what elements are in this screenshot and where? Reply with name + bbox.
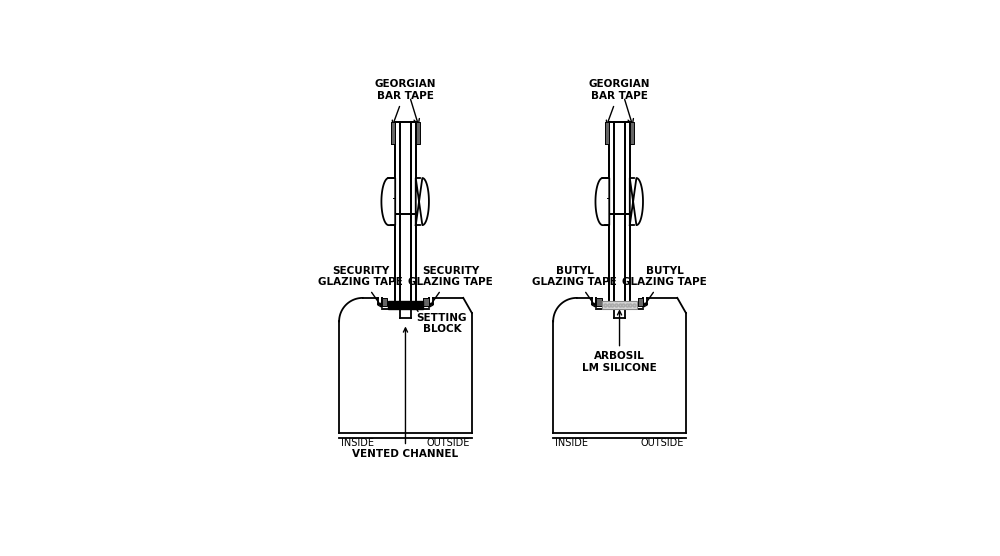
Polygon shape xyxy=(381,178,395,225)
Bar xyxy=(553,298,686,433)
Text: INSIDE: INSIDE xyxy=(341,439,374,449)
Bar xyxy=(391,122,395,144)
Text: SECURITY
GLAZING TAPE: SECURITY GLAZING TAPE xyxy=(408,266,493,307)
Bar xyxy=(602,301,637,309)
Polygon shape xyxy=(416,178,429,225)
Bar xyxy=(388,301,423,309)
Text: GEORGIAN
BAR TAPE: GEORGIAN BAR TAPE xyxy=(375,80,436,125)
Text: SETTING
BLOCK: SETTING BLOCK xyxy=(416,307,467,334)
Polygon shape xyxy=(630,178,643,225)
Bar xyxy=(382,298,387,306)
Text: INSIDE: INSIDE xyxy=(555,439,588,449)
Bar xyxy=(423,298,429,306)
Text: OUTSIDE: OUTSIDE xyxy=(426,439,470,449)
Bar xyxy=(609,122,630,300)
Text: VENTED CHANNEL: VENTED CHANNEL xyxy=(352,328,459,459)
Text: SECURITY
GLAZING TAPE: SECURITY GLAZING TAPE xyxy=(318,266,403,307)
Bar xyxy=(596,298,602,306)
Bar xyxy=(395,122,416,300)
Text: BUTYL
GLAZING TAPE: BUTYL GLAZING TAPE xyxy=(532,266,617,307)
Bar xyxy=(416,122,420,144)
Bar xyxy=(638,298,643,306)
Text: BUTYL
GLAZING TAPE: BUTYL GLAZING TAPE xyxy=(622,266,707,307)
Polygon shape xyxy=(595,178,609,225)
Text: OUTSIDE: OUTSIDE xyxy=(640,439,684,449)
Bar xyxy=(339,298,472,433)
Text: ARBOSIL
LM SILICONE: ARBOSIL LM SILICONE xyxy=(582,311,657,373)
Bar xyxy=(630,122,634,144)
Text: GEORGIAN
BAR TAPE: GEORGIAN BAR TAPE xyxy=(589,80,650,125)
Bar xyxy=(605,122,609,144)
